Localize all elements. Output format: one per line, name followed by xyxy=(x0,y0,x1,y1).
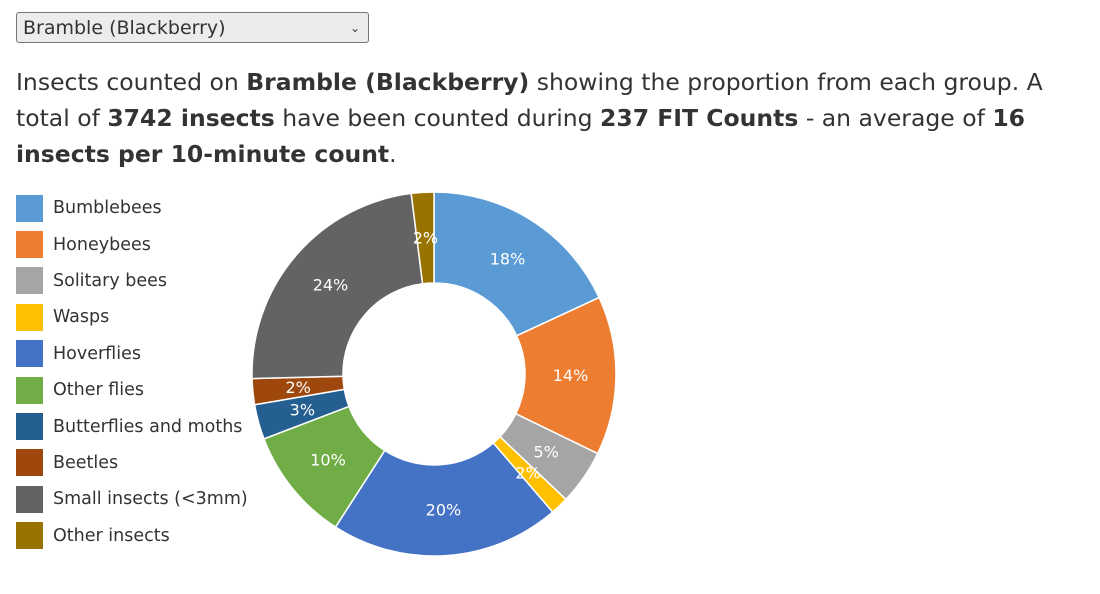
legend-swatch xyxy=(16,376,43,404)
legend-item-honeybees: Honeybees xyxy=(16,226,248,262)
summary-suffix: . xyxy=(389,140,397,168)
slice-label-small-insects-3mm: 24% xyxy=(313,276,349,295)
summary-mid2: have been counted during xyxy=(274,104,601,132)
slice-label-beetles: 2% xyxy=(285,378,310,397)
legend-swatch xyxy=(16,303,43,331)
slice-hoverflies xyxy=(334,441,554,557)
legend-label: Butterflies and moths xyxy=(53,416,243,437)
slice-small-insects-3mm xyxy=(251,192,424,380)
legend-label: Bumblebees xyxy=(53,198,162,219)
legend-swatch xyxy=(16,522,43,550)
summary-average: 16 insects per 10-minute count xyxy=(16,104,1026,168)
legend-item-other-insects: Other insects xyxy=(16,518,248,554)
slice-label-butterflies-and-moths: 3% xyxy=(290,401,315,420)
legend-label: Hoverflies xyxy=(53,343,141,364)
donut-chart: 18% 14% 5% 2% 20% 10% 3% 2% 24% 2% xyxy=(251,191,617,557)
legend-label: Other flies xyxy=(53,380,145,401)
summary-mid3: - an average of xyxy=(798,104,993,132)
legend-item-butterflies-and-moths: Butterflies and moths xyxy=(16,408,248,444)
legend-label: Small insects (<3mm) xyxy=(53,489,248,510)
legend-item-hoverflies: Hoverflies xyxy=(16,336,248,372)
legend-item-small-insects-3mm: Small insects (<3mm) xyxy=(16,481,248,517)
legend-label: Beetles xyxy=(53,452,119,473)
legend-label: Solitary bees xyxy=(53,270,167,291)
chart-legend: Bumblebees Honeybees Solitary bees Wasps Hov… xyxy=(16,190,248,554)
summary-prefix: Insects counted on xyxy=(16,68,247,96)
legend-item-beetles: Beetles xyxy=(16,445,248,481)
slice-label-other-insects: 2% xyxy=(413,228,438,247)
legend-label: Wasps xyxy=(53,307,110,328)
legend-swatch xyxy=(16,485,43,513)
legend-swatch xyxy=(16,267,43,295)
legend-swatch xyxy=(16,231,43,259)
slice-label-honeybees: 14% xyxy=(553,366,589,385)
plant-select[interactable]: Bramble (Blackberry) ⌄ xyxy=(16,12,369,43)
legend-swatch xyxy=(16,413,43,441)
slice-label-hoverflies: 20% xyxy=(426,501,462,520)
slice-other-insects xyxy=(410,191,435,285)
plant-select-value: Bramble (Blackberry) xyxy=(23,16,226,39)
slice-label-wasps: 2% xyxy=(515,463,540,482)
summary-total-counts: 237 FIT Counts xyxy=(600,104,799,132)
legend-item-solitary-bees: Solitary bees xyxy=(16,263,248,299)
summary-mid1: showing the proportion from each group. … xyxy=(16,68,1043,132)
summary-plant: Bramble (Blackberry) xyxy=(246,68,530,96)
legend-swatch xyxy=(16,449,43,477)
legend-swatch xyxy=(16,194,43,222)
summary-text: Insects counted on Bramble (Blackberry) … xyxy=(16,64,1091,172)
legend-item-bumblebees: Bumblebees xyxy=(16,190,248,226)
slice-label-bumblebees: 18% xyxy=(490,249,526,268)
legend-label: Honeybees xyxy=(53,234,151,255)
legend-item-wasps: Wasps xyxy=(16,299,248,335)
chevron-down-icon: ⌄ xyxy=(349,20,360,35)
slice-bumblebees xyxy=(433,191,601,337)
legend-swatch xyxy=(16,340,43,368)
slice-label-solitary-bees: 5% xyxy=(533,442,558,461)
legend-label: Other insects xyxy=(53,525,170,546)
slice-label-other-flies: 10% xyxy=(310,451,346,470)
summary-total-insects: 3742 insects xyxy=(107,104,275,132)
legend-item-other-flies: Other flies xyxy=(16,372,248,408)
